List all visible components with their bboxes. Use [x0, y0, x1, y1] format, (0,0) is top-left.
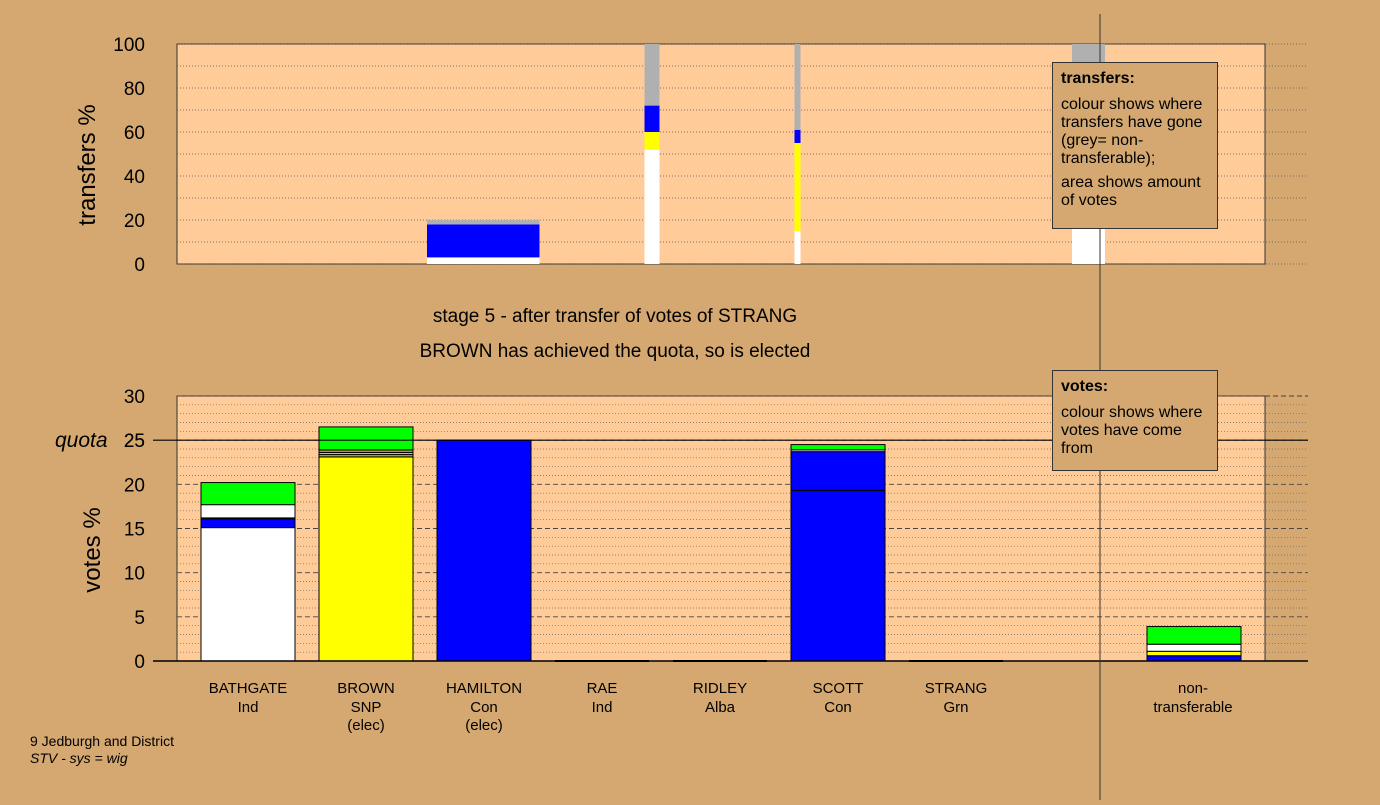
footer: 9 Jedburgh and District STV - sys = wig — [30, 733, 174, 767]
transfers-y-tick-label: 40 — [124, 167, 145, 188]
non-transferable-label: transferable — [1153, 699, 1232, 716]
votes-legend: votes: colour shows where votes have com… — [1052, 370, 1218, 471]
transfer-segment-non_transferable — [427, 220, 540, 225]
candidate-bar-segment-SNP — [318, 456, 414, 662]
candidate-party: Con — [470, 699, 498, 716]
votes-y-tick-label: 0 — [134, 652, 145, 673]
transfer-segment-non_transferable — [794, 44, 801, 130]
transfers-legend-area-text: area shows amount of votes — [1061, 174, 1201, 209]
candidate-status: (elec) — [465, 717, 503, 734]
candidate-bar-segment-Grn — [790, 444, 886, 451]
non-transferable-bar-segment-Con — [1146, 655, 1242, 662]
transfers-legend-title: transfers: — [1061, 70, 1135, 87]
candidate-bar-segment-Con — [436, 439, 532, 662]
transfers-legend-text: colour shows where transfers have gone (… — [1061, 96, 1203, 167]
votes-y-tick-label: 15 — [124, 520, 145, 541]
transfers-legend: transfers: colour shows where transfers … — [1052, 62, 1218, 229]
candidate-party: Con — [824, 699, 852, 716]
candidate-name: BATHGATE — [209, 680, 288, 697]
votes-legend-title: votes: — [1061, 378, 1109, 395]
transfer-segment-Con — [644, 105, 660, 132]
transfer-segment-Ind — [427, 257, 540, 264]
candidate-bar-segment-Con — [790, 451, 886, 492]
votes-y-tick-label: 10 — [124, 564, 145, 585]
candidate-party: Ind — [592, 699, 613, 716]
votes-y-tick-label: 5 — [134, 608, 145, 629]
candidate-bar-segment-Ind — [200, 504, 296, 519]
candidate-name: HAMILTON — [446, 680, 522, 697]
transfer-segment-non_transferable — [644, 44, 660, 106]
non-transferable-bar-segment-Ind — [1146, 643, 1242, 652]
candidate-name: BROWN — [337, 680, 395, 697]
votes-y-tick-label: 25 — [124, 431, 145, 452]
candidate-bar-segment-Ind — [200, 527, 296, 662]
candidate-name: SCOTT — [813, 680, 864, 697]
quota-label: quota — [55, 429, 108, 452]
transfers-y-tick-label: 80 — [124, 79, 145, 100]
candidate-labels: BATHGATEIndBROWNSNP(elec)HAMILTONCon(ele… — [209, 680, 1233, 734]
votes-y-tick-label: 20 — [124, 475, 145, 496]
transfer-segment-Ind — [644, 149, 660, 264]
non-transferable-label: non- — [1178, 680, 1208, 697]
transfer-segment-SNP — [644, 132, 660, 150]
candidate-status: (elec) — [347, 717, 385, 734]
transfers-y-tick-label: 20 — [124, 211, 145, 232]
candidate-name: RAE — [587, 680, 618, 697]
transfers-y-tick-label: 100 — [113, 35, 145, 56]
stage-subtitle: BROWN has achieved the quota, so is elec… — [420, 341, 811, 362]
candidate-name: STRANG — [925, 680, 988, 697]
votes-y-tick-label: 30 — [124, 387, 145, 408]
quota-tick-label: 25 — [124, 431, 145, 452]
transfer-segment-Con — [794, 129, 801, 143]
transfers-y-tick-label: 0 — [134, 255, 145, 276]
candidate-party: Grn — [943, 699, 968, 716]
candidate-party: Alba — [705, 699, 736, 716]
votes-legend-text: colour shows where votes have come from — [1061, 404, 1203, 457]
candidate-bar-segment-Grn — [200, 482, 296, 506]
transfers-y-tick-label: 60 — [124, 123, 145, 144]
candidate-bar-segment-Con — [790, 490, 886, 662]
candidate-party: Ind — [238, 699, 259, 716]
candidate-bar-segment-Con — [200, 518, 296, 529]
non-transferable-bar-segment-SNP — [1146, 650, 1242, 657]
stage-title: stage 5 - after transfer of votes of STR… — [433, 306, 797, 327]
footer-system: STV - sys = wig — [30, 750, 128, 766]
non-transferable-bar-segment-Grn — [1146, 626, 1242, 645]
footer-ward: 9 Jedburgh and District — [30, 733, 174, 749]
transfer-segment-Con — [427, 224, 540, 258]
candidate-party: SNP — [351, 699, 382, 716]
votes-y-axis-label: votes % — [79, 507, 106, 592]
candidate-bar-segment-Grn — [318, 426, 414, 451]
transfers-y-axis-label: transfers % — [74, 104, 101, 225]
votes-bars — [153, 426, 1308, 662]
transfer-segment-SNP — [794, 143, 801, 231]
transfer-segment-Ind — [794, 231, 801, 264]
candidate-name: RIDLEY — [693, 680, 747, 697]
transfers-y-ticks: 0 20 40 60 80 100 — [113, 35, 145, 276]
